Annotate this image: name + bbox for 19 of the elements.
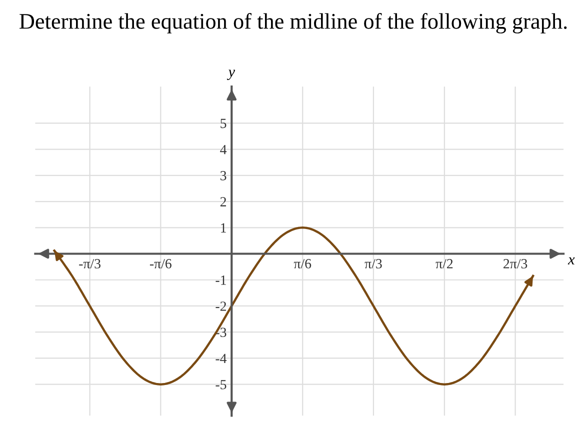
y-tick-label: -1 — [216, 276, 226, 285]
y-tick-label: 1 — [221, 223, 226, 232]
y-tick-label: -4 — [216, 354, 227, 364]
y-tick-label: -3 — [216, 328, 226, 338]
y-tick-label: 4 — [220, 144, 227, 154]
x-tick-label: -π/3 — [79, 259, 100, 268]
y-tick-label: 2 — [220, 197, 226, 206]
y-tick-label: 5 — [220, 118, 226, 128]
y-axis-title: y — [226, 70, 236, 80]
y-tick-label: -2 — [216, 302, 226, 311]
x-axis-title: x — [568, 257, 575, 264]
y-tick-label: 3 — [220, 171, 226, 180]
x-tick-label: π/6 — [294, 259, 312, 268]
x-tick-label: -π/6 — [150, 259, 172, 268]
x-tick-label: π/3 — [364, 259, 382, 268]
x-tick-label: π/2 — [436, 259, 453, 268]
chart-title: Determine the equation of the midline of the following graph. — [20, 12, 567, 34]
y-tick-label: -5 — [216, 380, 226, 390]
x-tick-label: 2π/3 — [504, 259, 528, 268]
